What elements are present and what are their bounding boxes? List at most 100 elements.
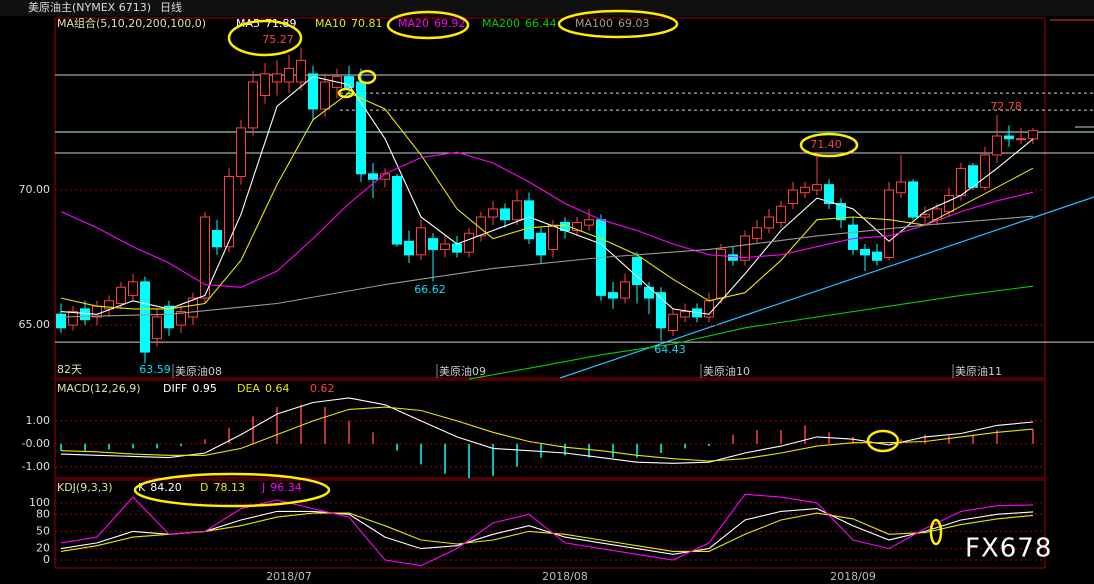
legend-entry: MA20 69.92	[398, 17, 466, 30]
candle-body	[956, 167, 966, 196]
highlight-circles	[133, 9, 943, 546]
candle-body	[164, 305, 174, 329]
candle-body	[812, 184, 822, 191]
price-label: 75.27	[262, 33, 294, 46]
candle-body	[152, 316, 162, 340]
y-tick-label: 70.00	[19, 183, 51, 196]
legend-name: J	[261, 481, 265, 494]
candle-body	[176, 311, 186, 326]
header-period: 日线	[160, 0, 182, 14]
contract-label: 美原油08	[175, 364, 222, 378]
candle-body	[668, 313, 678, 331]
legend-value: 84.20	[150, 481, 182, 494]
candle-body	[848, 224, 858, 250]
candle-body	[296, 59, 306, 83]
legend-entry: DIFF 0.95	[163, 382, 217, 395]
legend-name: MA20	[398, 17, 429, 30]
legend-name: DIFF	[163, 382, 187, 395]
candle-body	[728, 254, 738, 261]
series-line	[60, 406, 1034, 462]
highlight	[557, 9, 679, 39]
legend-name: K	[138, 481, 146, 494]
x-tick-label: 2018/08	[542, 570, 588, 583]
candle-body	[56, 313, 66, 329]
y-tick-label: 65.00	[19, 318, 51, 331]
candle-body	[752, 227, 762, 240]
candle-body	[464, 232, 474, 253]
legend-title: KDJ(9,3,3)	[57, 481, 113, 494]
y-tick-label: 100	[29, 496, 50, 509]
candle-body	[368, 173, 378, 180]
main-panel-border	[54, 17, 1046, 379]
candle-body	[980, 154, 990, 188]
price-label: 63.59	[139, 363, 171, 376]
candle-body	[488, 208, 498, 218]
candle-body	[392, 176, 402, 245]
legend-entry: MA200 66.44	[482, 17, 557, 30]
legend-value: 66.44	[525, 17, 557, 30]
series-line	[60, 215, 1034, 318]
legend-title: MA组合(5,10,20,200,100,0)	[57, 16, 206, 30]
candle-body	[440, 243, 450, 250]
candle-body	[308, 73, 318, 110]
legend-name: MA10	[315, 17, 346, 30]
contract-label: 美原油10	[703, 364, 750, 378]
legend-name: D	[200, 481, 208, 494]
legend-title: MACD(12,26,9)	[57, 382, 141, 395]
candle-body	[452, 243, 462, 253]
legend-entry: DEA 0.64	[237, 382, 289, 395]
candle-body	[320, 81, 330, 110]
legend-name: MA200	[482, 17, 520, 30]
candle-body	[1028, 130, 1038, 140]
candle-body	[500, 208, 510, 221]
candle-body	[860, 248, 870, 256]
y-tick-label: 20	[36, 542, 50, 555]
candle-body	[644, 286, 654, 299]
candle-body	[572, 221, 582, 232]
candle-body	[92, 305, 102, 318]
price-label: 66.62	[414, 283, 446, 296]
candle-body	[428, 238, 438, 250]
legend-value: 78.13	[213, 481, 245, 494]
candle-body	[128, 281, 138, 296]
y-tick-label: 1.00	[26, 414, 51, 427]
highlight	[227, 19, 303, 57]
candle-body	[968, 165, 978, 188]
legend-entry: MA100 69.03	[575, 17, 650, 30]
candle-body	[236, 127, 246, 178]
x-tick-label: 2018/07	[266, 570, 312, 583]
legend-value: 0.62	[310, 382, 335, 395]
legend-value: 69.92	[434, 17, 466, 30]
contract-label: 美原油09	[439, 364, 486, 378]
candle-body	[788, 189, 798, 205]
candle-body	[908, 181, 918, 218]
highlight	[337, 87, 355, 99]
highlight	[799, 132, 859, 158]
kdj-panel-border	[54, 479, 1046, 569]
candle-body	[512, 200, 522, 221]
highlight	[386, 10, 470, 40]
candle-body	[476, 216, 486, 237]
candle-body	[524, 200, 534, 240]
candle-body	[680, 311, 690, 318]
candle-body	[776, 205, 786, 223]
series-line	[60, 76, 1034, 315]
legend-entry: K 84.20	[138, 481, 182, 494]
candle-body	[272, 73, 282, 83]
candle-body	[80, 308, 90, 321]
candle-body	[716, 248, 726, 299]
price-label: 72.78	[990, 100, 1022, 113]
candle-body	[260, 73, 270, 97]
candle-body	[932, 208, 942, 221]
legend-name: MA100	[575, 17, 613, 30]
legend-value: 0.64	[265, 382, 290, 395]
candle-body	[200, 216, 210, 299]
y-tick-label: 80	[36, 507, 50, 520]
watermark: FX678	[965, 534, 1052, 564]
candle-body	[656, 292, 666, 329]
legend-value: 0.95	[192, 382, 217, 395]
y-tick-label: -1.00	[22, 460, 50, 473]
